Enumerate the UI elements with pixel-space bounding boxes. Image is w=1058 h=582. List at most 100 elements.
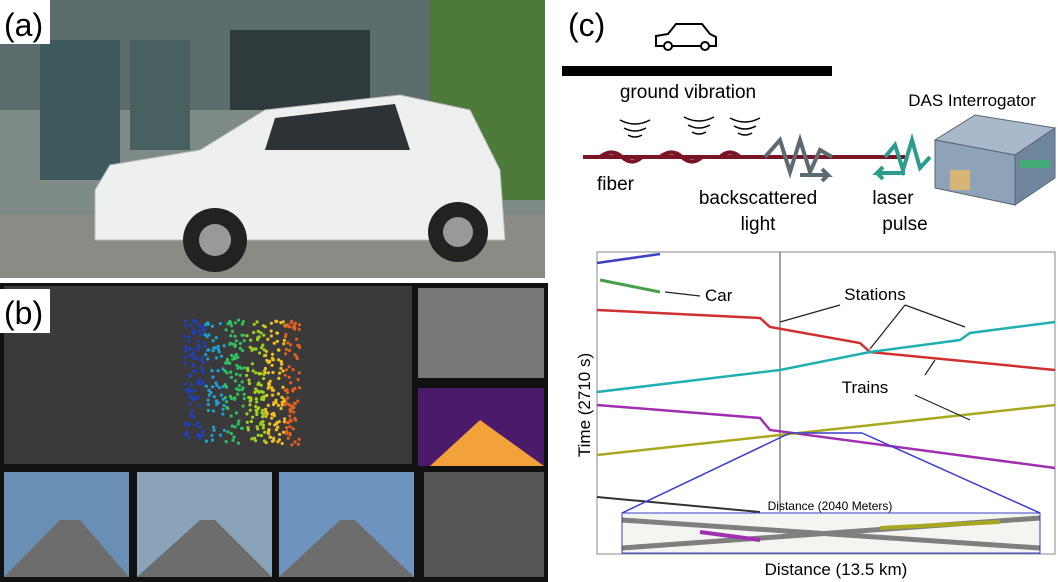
point — [274, 319, 278, 323]
point — [240, 322, 244, 326]
point — [254, 371, 258, 375]
point — [283, 352, 288, 356]
point — [268, 359, 272, 363]
point — [233, 344, 237, 348]
point — [280, 395, 284, 399]
point — [207, 393, 211, 397]
point — [229, 414, 233, 418]
point — [293, 386, 297, 391]
point — [216, 369, 220, 373]
point — [297, 327, 301, 331]
point — [228, 319, 232, 324]
point — [230, 353, 234, 357]
point — [250, 348, 254, 352]
point — [276, 348, 281, 352]
point — [268, 422, 272, 426]
point — [292, 323, 296, 327]
point — [183, 334, 187, 339]
point — [241, 404, 245, 408]
point — [184, 323, 188, 327]
point — [269, 329, 273, 333]
point — [286, 436, 290, 440]
point — [206, 348, 210, 352]
x-axis-label: Distance (13.5 km) — [765, 560, 908, 579]
point — [203, 344, 207, 349]
point — [284, 324, 288, 328]
point — [235, 363, 239, 367]
point — [282, 342, 286, 346]
point — [291, 325, 295, 329]
point — [286, 396, 290, 400]
point — [238, 341, 242, 345]
point — [248, 403, 252, 407]
point — [206, 357, 210, 361]
point — [260, 395, 265, 399]
point — [246, 368, 250, 373]
point — [214, 336, 218, 340]
point — [237, 318, 241, 322]
point — [189, 354, 193, 358]
point — [280, 362, 284, 366]
point — [211, 375, 215, 379]
point — [254, 397, 258, 401]
point — [238, 346, 242, 350]
point — [196, 395, 200, 399]
point — [191, 397, 195, 401]
point — [297, 437, 301, 441]
point — [271, 370, 275, 375]
point — [283, 373, 287, 377]
point — [210, 438, 215, 442]
point — [233, 321, 238, 325]
point — [281, 430, 286, 434]
point — [253, 439, 258, 443]
point — [190, 382, 194, 387]
point — [219, 354, 224, 358]
point — [274, 428, 278, 432]
point — [256, 338, 260, 342]
point — [288, 409, 293, 414]
point — [255, 412, 259, 417]
point — [221, 412, 225, 416]
point — [183, 382, 187, 386]
point — [296, 378, 300, 382]
point — [256, 329, 260, 333]
point — [272, 388, 276, 392]
point — [217, 386, 221, 390]
point — [236, 355, 240, 359]
point — [291, 368, 295, 372]
point — [222, 428, 226, 432]
point — [192, 351, 196, 355]
point — [193, 330, 197, 334]
point — [228, 394, 232, 398]
point — [280, 441, 284, 446]
point — [266, 337, 270, 341]
point — [204, 439, 208, 443]
point — [285, 402, 289, 406]
point — [237, 388, 241, 392]
point — [187, 435, 191, 440]
point — [224, 328, 228, 332]
point — [291, 427, 295, 431]
point — [280, 403, 284, 407]
point — [253, 436, 257, 440]
point — [270, 439, 275, 443]
vibration-waves — [619, 116, 761, 138]
point — [248, 345, 252, 349]
point — [289, 321, 294, 325]
point — [251, 415, 255, 419]
point — [257, 371, 261, 375]
point — [275, 331, 280, 335]
panel-label: (b) — [4, 295, 43, 331]
point — [282, 400, 286, 404]
point — [276, 425, 280, 429]
point — [248, 408, 252, 412]
point — [191, 328, 195, 332]
point — [290, 443, 294, 447]
point — [200, 434, 205, 438]
point — [272, 401, 276, 405]
point — [192, 356, 196, 360]
point — [295, 337, 299, 341]
point — [268, 435, 272, 439]
point — [277, 358, 281, 362]
